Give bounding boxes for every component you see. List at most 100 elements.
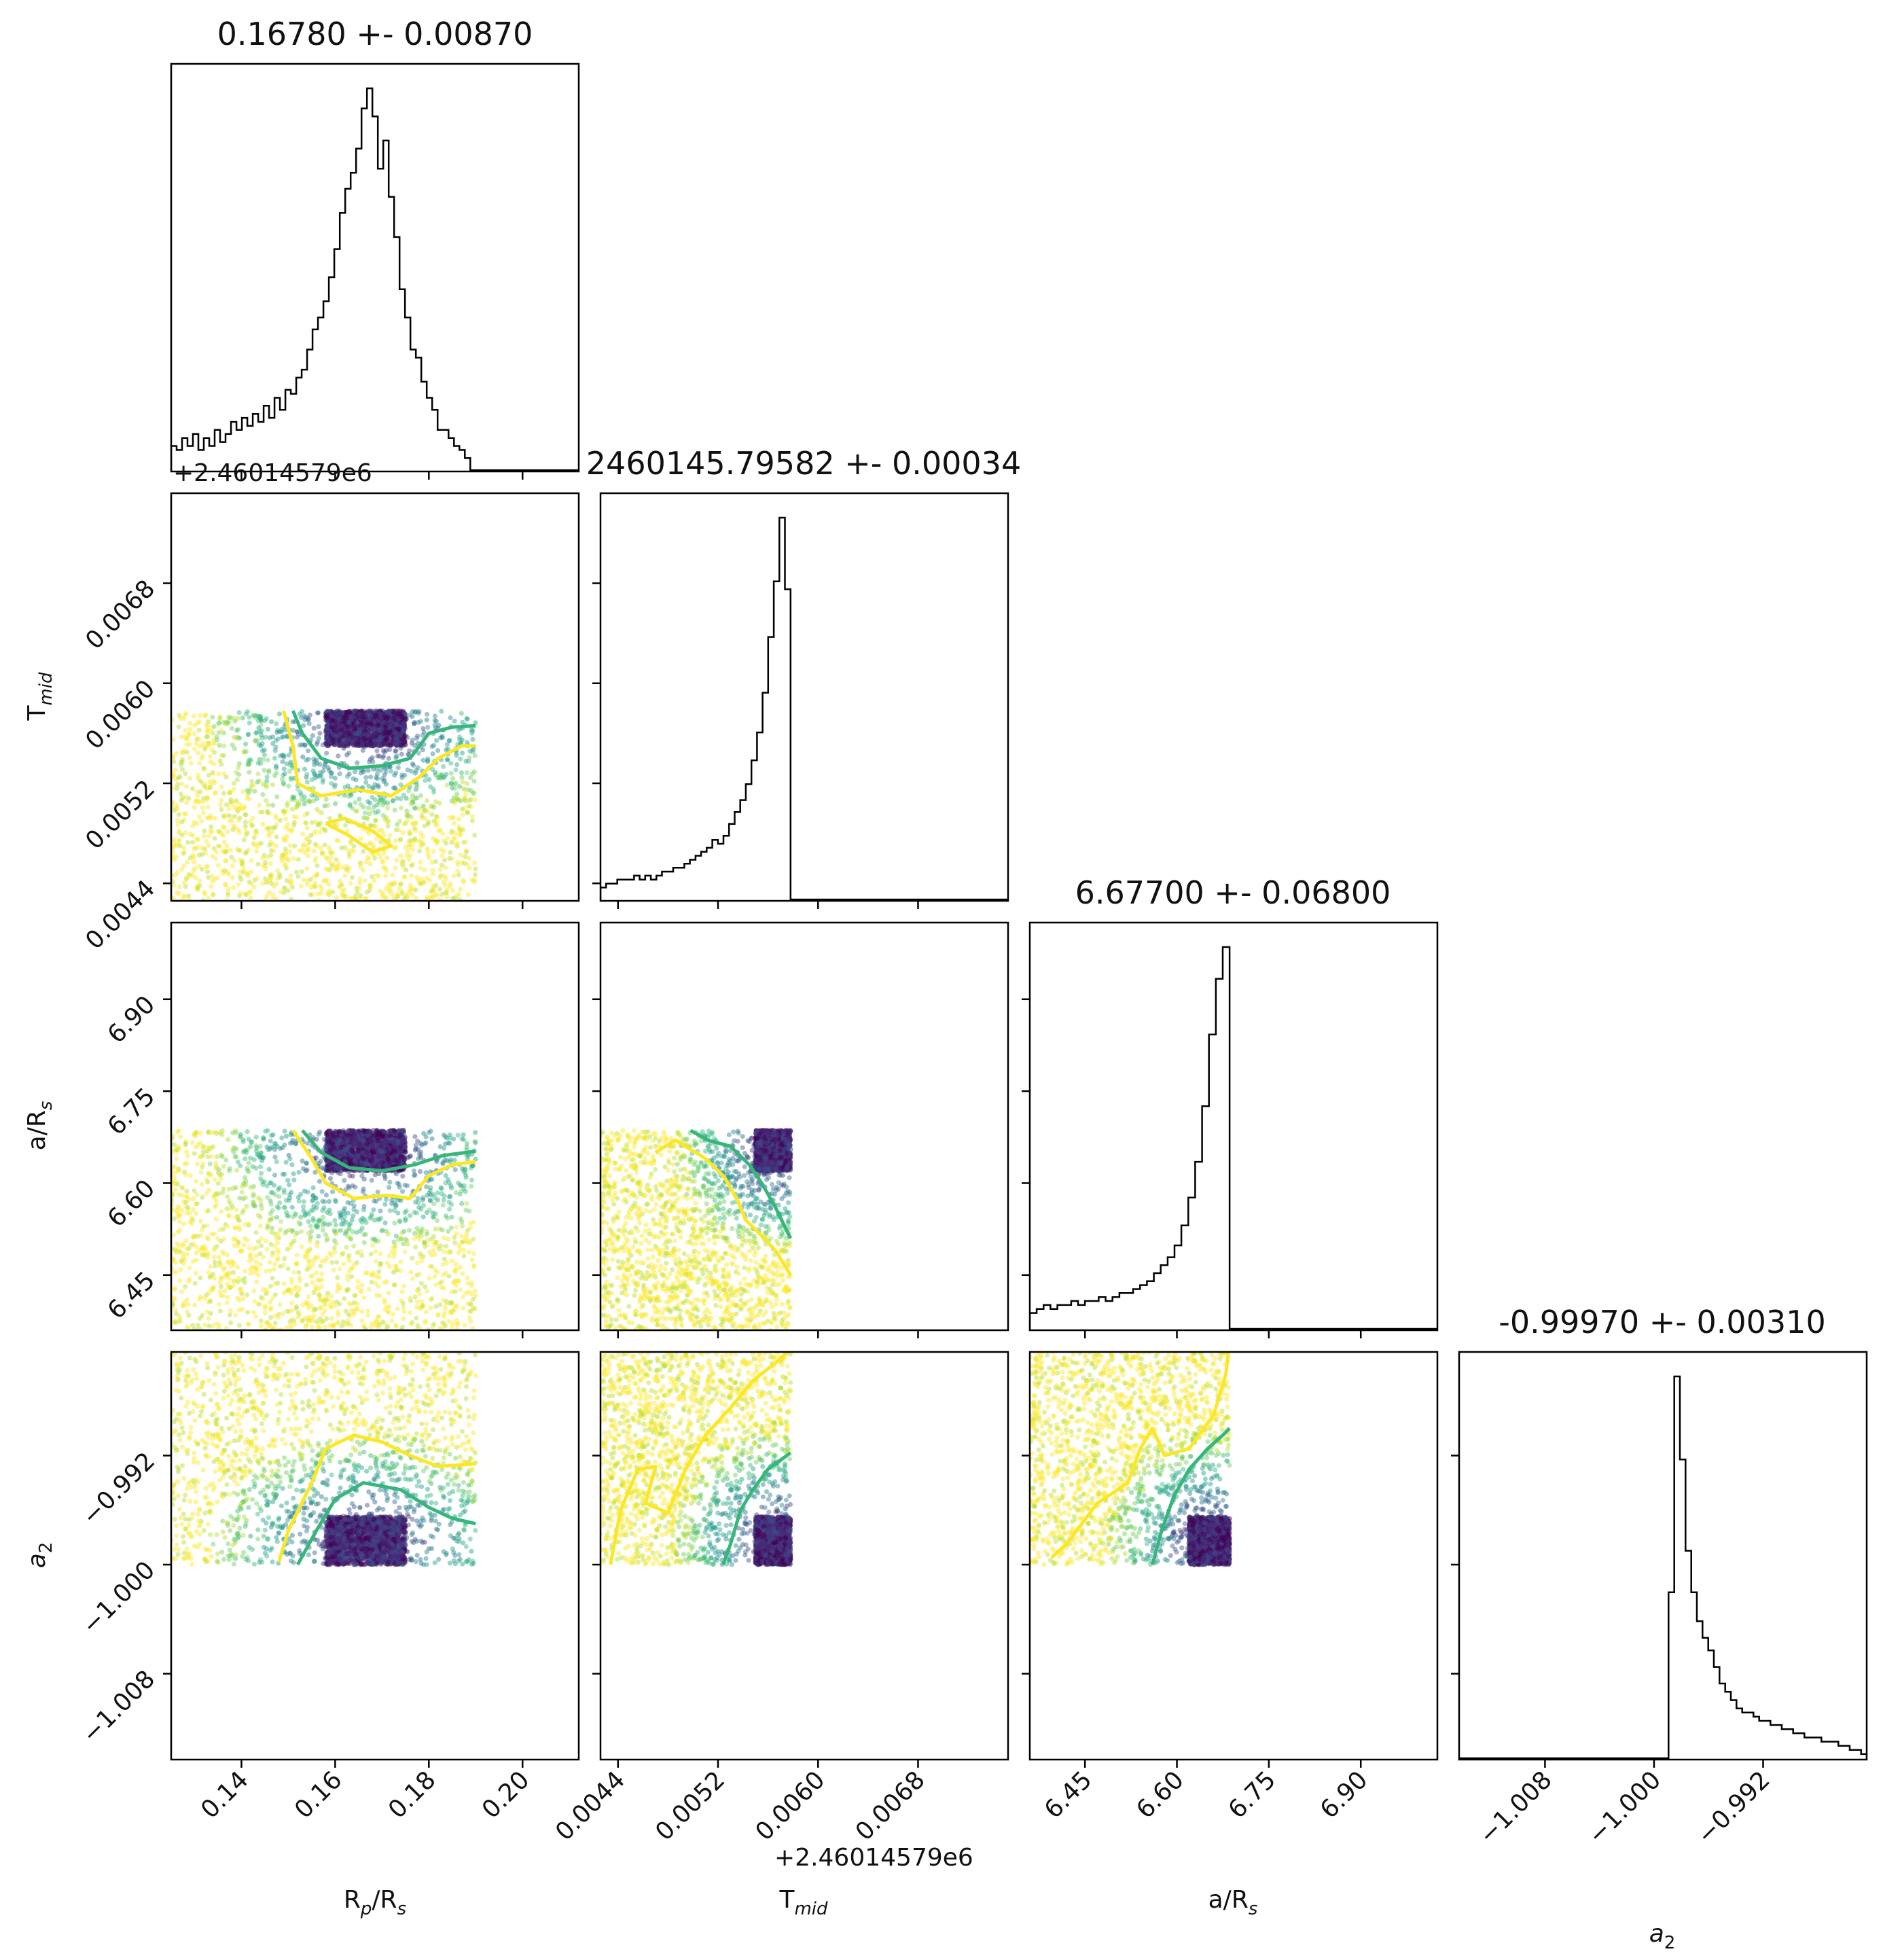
scatter-point bbox=[231, 823, 236, 829]
scatter-point bbox=[328, 850, 334, 855]
scatter-point bbox=[225, 829, 230, 834]
scatter-point bbox=[397, 726, 402, 732]
scatter-point bbox=[310, 1197, 316, 1202]
scatter-point bbox=[404, 868, 409, 873]
scatter-point bbox=[236, 806, 242, 812]
scatter-point bbox=[183, 1142, 188, 1147]
scatter-point bbox=[298, 1214, 304, 1220]
scatter-point bbox=[308, 885, 314, 890]
scatter-point bbox=[348, 895, 353, 901]
scatter-point bbox=[265, 1128, 270, 1133]
scatter-point bbox=[373, 1258, 378, 1264]
scatter-point bbox=[181, 1251, 186, 1257]
scatter-point bbox=[262, 768, 267, 773]
scatter-point bbox=[234, 847, 240, 852]
scatter-point bbox=[212, 750, 217, 755]
scatter-point bbox=[348, 1236, 354, 1242]
scatter-point bbox=[457, 897, 463, 901]
scatter-point bbox=[228, 789, 234, 794]
scatter-point bbox=[191, 713, 196, 719]
scatter-point bbox=[265, 808, 270, 814]
scatter-point bbox=[452, 1303, 458, 1308]
scatter-point bbox=[248, 1252, 253, 1258]
scatter-point bbox=[245, 732, 251, 737]
scatter-point bbox=[334, 868, 340, 873]
scatter-point bbox=[219, 785, 224, 790]
scatter-point bbox=[180, 1243, 185, 1249]
scatter-point bbox=[223, 882, 228, 887]
scatter-point bbox=[460, 1294, 466, 1300]
scatter-point bbox=[234, 777, 240, 783]
scatter-point bbox=[347, 1173, 353, 1179]
scatter-point bbox=[344, 894, 349, 899]
scatter-point bbox=[354, 1209, 360, 1215]
scatter-point bbox=[181, 748, 187, 753]
scatter-point bbox=[313, 1195, 319, 1200]
scatter-point bbox=[445, 1215, 450, 1221]
scatter-point bbox=[391, 709, 397, 715]
scatter-point bbox=[320, 1214, 325, 1219]
scatter-point bbox=[420, 732, 426, 738]
scatter-point bbox=[289, 885, 295, 890]
scatter-point bbox=[267, 889, 272, 895]
scatter-point bbox=[225, 1281, 230, 1287]
scatter-point bbox=[308, 892, 313, 897]
scatter-point bbox=[461, 840, 467, 845]
scatter-point bbox=[342, 887, 347, 893]
scatter-point bbox=[311, 883, 317, 889]
scatter-point bbox=[402, 1182, 408, 1188]
scatter-point bbox=[228, 715, 233, 720]
scatter-point bbox=[182, 713, 187, 718]
scatter-point bbox=[337, 771, 342, 777]
scatter-point bbox=[384, 815, 389, 821]
scatter-point bbox=[368, 1251, 374, 1257]
scatter-point bbox=[196, 863, 202, 869]
scatter-point bbox=[384, 1260, 391, 1266]
scatter-point bbox=[272, 1292, 278, 1298]
scatter-point bbox=[315, 1255, 320, 1260]
scatter-point bbox=[457, 1182, 463, 1188]
scatter-point bbox=[410, 842, 415, 847]
scatter-point bbox=[258, 1202, 264, 1208]
scatter-point bbox=[200, 852, 205, 857]
scatter-point bbox=[289, 1241, 294, 1247]
scatter-point bbox=[342, 793, 347, 798]
scatter-point bbox=[407, 831, 412, 836]
scatter-point bbox=[215, 737, 220, 743]
scatter-point bbox=[350, 1229, 355, 1234]
scatter-point bbox=[281, 1262, 287, 1268]
scatter-point bbox=[393, 785, 398, 791]
scatter-point bbox=[263, 1291, 268, 1296]
scatter-point bbox=[202, 784, 207, 789]
scatter-point bbox=[353, 1184, 358, 1190]
scatter-point bbox=[197, 878, 202, 884]
scatter-point bbox=[181, 811, 187, 817]
scatter-point bbox=[191, 1234, 196, 1240]
scatter-point bbox=[255, 760, 261, 766]
scatter-point bbox=[196, 776, 201, 781]
scatter-point bbox=[251, 713, 256, 718]
scatter-point bbox=[393, 827, 399, 833]
scatter-point bbox=[226, 872, 232, 877]
scatter-point bbox=[439, 862, 445, 868]
scatter-point bbox=[264, 1319, 270, 1325]
scatter-point bbox=[226, 1168, 232, 1174]
scatter-point bbox=[432, 1267, 438, 1272]
scatter-point bbox=[258, 840, 264, 846]
scatter-point bbox=[340, 715, 346, 721]
scatter-point bbox=[288, 873, 293, 878]
scatter-point bbox=[317, 1298, 323, 1303]
scatter-point bbox=[243, 832, 249, 838]
scatter-point bbox=[171, 737, 176, 743]
scatter-point bbox=[370, 874, 375, 879]
scatter-point bbox=[389, 890, 394, 896]
scatter-point bbox=[197, 1154, 202, 1160]
scatter-point bbox=[171, 1256, 176, 1262]
scatter-point bbox=[240, 1306, 245, 1312]
scatter-point bbox=[404, 1208, 409, 1213]
scatter-point bbox=[412, 837, 418, 843]
scatter-point bbox=[232, 746, 237, 751]
scatter-point bbox=[359, 1226, 365, 1231]
scatter-point bbox=[365, 805, 372, 810]
scatter-point bbox=[348, 793, 354, 798]
